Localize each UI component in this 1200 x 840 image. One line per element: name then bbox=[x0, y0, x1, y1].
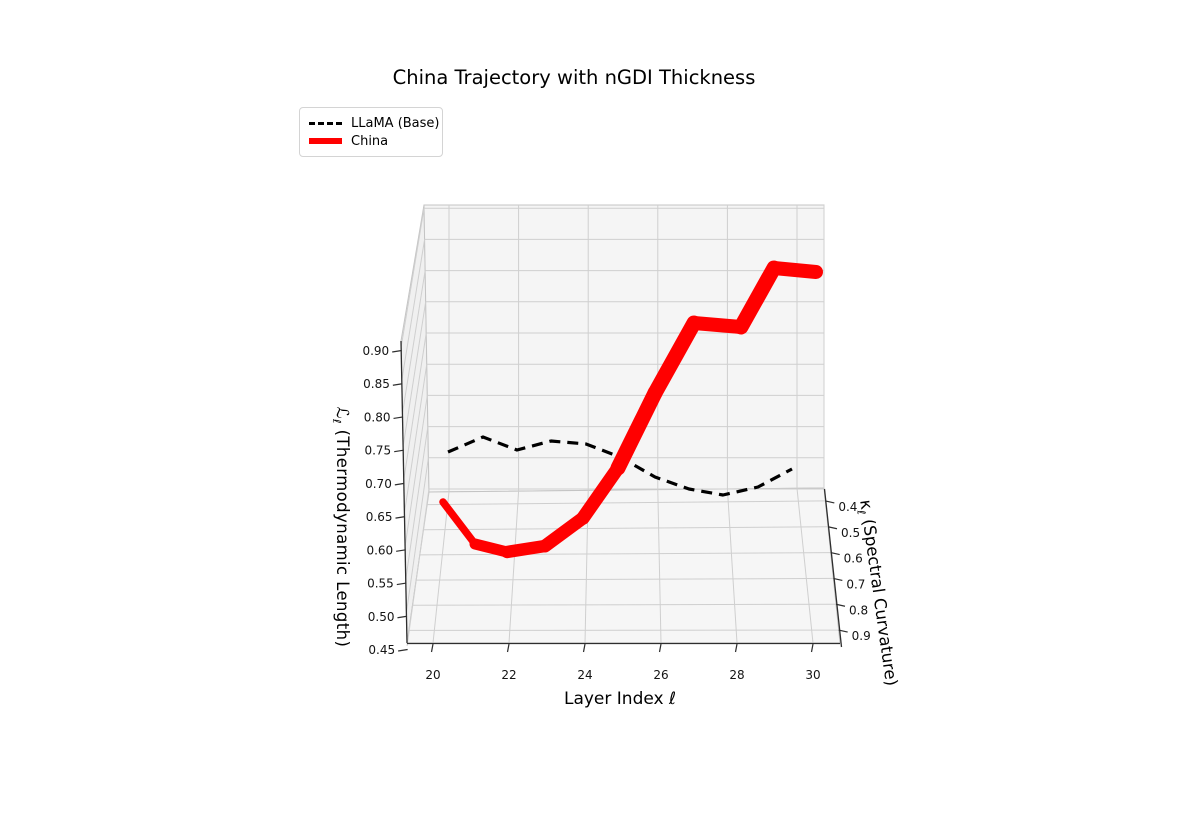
z-tick-label: 0.65 bbox=[366, 510, 393, 524]
legend-item-china: China bbox=[309, 133, 433, 149]
x-tick-mark bbox=[506, 643, 510, 653]
floor-x-gridline bbox=[432, 491, 450, 644]
kappa-tick-mark bbox=[830, 551, 840, 556]
x-axis-label: Layer Index ℓ bbox=[563, 689, 677, 709]
z-tick-label: 0.60 bbox=[366, 543, 393, 557]
x-tick-label: 28 bbox=[729, 668, 744, 682]
left-wall-z-gridline bbox=[406, 488, 430, 647]
z-tick-mark bbox=[396, 549, 406, 552]
x-tick-mark bbox=[810, 643, 814, 653]
china-trajectory-segment bbox=[439, 498, 479, 548]
chart-title: China Trajectory with nGDI Thickness bbox=[392, 66, 756, 89]
z-tick-label: 0.85 bbox=[363, 377, 390, 391]
floor-x-gridline bbox=[726, 488, 738, 644]
z-axis-label-text: (Thermodynamic Length) bbox=[333, 423, 353, 648]
legend: LLaMA (Base) China bbox=[299, 107, 443, 157]
x-tick-label: 24 bbox=[577, 668, 592, 682]
z-tick-mark bbox=[397, 615, 408, 619]
left-wall-z-gridline bbox=[402, 301, 427, 447]
legend-dashed-line-swatch bbox=[309, 121, 342, 125]
z-tick-label: 0.80 bbox=[364, 410, 391, 424]
z-axis-symbol: ℒ bbox=[333, 406, 353, 419]
legend-label-china: China bbox=[351, 133, 389, 149]
floor-x-gridline bbox=[508, 491, 520, 644]
floor-x-gridline bbox=[657, 489, 662, 644]
x-tick-label: 26 bbox=[653, 668, 668, 682]
x-tick-mark bbox=[582, 643, 586, 653]
z-tick-mark bbox=[395, 516, 406, 519]
kappa-tick-label: 0.9 bbox=[852, 629, 871, 643]
x-tick-label: 30 bbox=[805, 668, 820, 682]
z-tick-label: 0.70 bbox=[365, 477, 392, 491]
kappa-tick-label: 0.6 bbox=[844, 552, 863, 566]
floor-kappa-gridline bbox=[419, 552, 831, 556]
z-tick-label: 0.75 bbox=[364, 444, 391, 458]
left-wall-z-gridline bbox=[404, 395, 428, 547]
kappa-tick-mark bbox=[835, 603, 846, 607]
z-tick-mark bbox=[392, 349, 402, 353]
kappa-axis-spine bbox=[823, 488, 843, 648]
z-axis-spine bbox=[400, 340, 408, 644]
kappa-tick-label: 0.7 bbox=[846, 577, 865, 591]
kappa-tick-label: 0.5 bbox=[841, 526, 860, 540]
floor-kappa-gridline bbox=[427, 500, 826, 506]
left-wall-z-gridline bbox=[400, 208, 425, 348]
z-tick-mark bbox=[393, 416, 404, 420]
left-wall-z-gridline bbox=[401, 270, 426, 414]
left-wall-z-gridline bbox=[405, 426, 429, 580]
left-wall-z-gridline bbox=[403, 364, 428, 514]
z-tick-label: 0.55 bbox=[367, 577, 394, 591]
left-wall-z-gridline bbox=[405, 457, 429, 613]
x-tick-mark bbox=[430, 643, 434, 653]
kappa-tick-mark bbox=[838, 629, 848, 633]
z-axis-label: ℒℓ (Thermodynamic Length) bbox=[330, 407, 352, 648]
floor-kappa-gridline bbox=[416, 577, 834, 581]
floor-x-gridline bbox=[796, 488, 814, 644]
floor-pane bbox=[406, 487, 841, 644]
x-tick-mark bbox=[658, 643, 662, 653]
z-tick-label: 0.90 bbox=[362, 344, 389, 358]
z-tick-mark bbox=[392, 383, 403, 386]
z-tick-label: 0.45 bbox=[368, 643, 395, 657]
z-tick-mark bbox=[398, 648, 408, 652]
floor-kappa-gridline bbox=[412, 603, 837, 606]
x-tick-label: 22 bbox=[501, 668, 516, 682]
z-tick-label: 0.50 bbox=[368, 610, 395, 624]
kappa-tick-mark bbox=[825, 500, 835, 504]
china-trajectory-segment bbox=[647, 315, 702, 401]
z-tick-mark bbox=[394, 482, 405, 486]
kappa-tick-mark bbox=[827, 526, 838, 530]
china-trajectory-segment bbox=[733, 260, 782, 335]
legend-red-line-swatch bbox=[309, 138, 342, 144]
x-tick-mark bbox=[734, 643, 738, 653]
z-tick-mark bbox=[394, 449, 404, 453]
kappa-tick-mark bbox=[833, 577, 843, 582]
kappa-tick-label: 0.4 bbox=[838, 500, 857, 514]
china-trajectory-segment bbox=[687, 316, 748, 334]
china-trajectory-segment bbox=[767, 261, 823, 279]
legend-item-llama: LLaMA (Base) bbox=[309, 115, 440, 131]
china-trajectory-segment bbox=[538, 511, 590, 553]
legend-label-llama: LLaMA (Base) bbox=[351, 115, 440, 131]
z-tick-mark bbox=[396, 582, 407, 586]
china-trajectory-segment bbox=[610, 385, 663, 476]
left-wall-z-gridline bbox=[403, 332, 427, 480]
x-tick-label: 20 bbox=[425, 668, 440, 682]
china-trajectory-segment bbox=[576, 461, 625, 525]
floor-kappa-gridline bbox=[423, 526, 829, 531]
kappa-tick-label: 0.8 bbox=[849, 603, 868, 617]
left-wall-z-gridline bbox=[401, 239, 426, 381]
